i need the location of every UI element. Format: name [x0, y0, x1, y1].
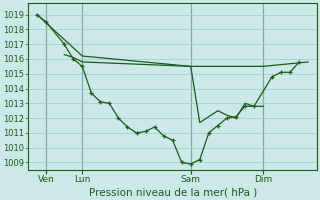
X-axis label: Pression niveau de la mer( hPa ): Pression niveau de la mer( hPa )	[89, 187, 257, 197]
